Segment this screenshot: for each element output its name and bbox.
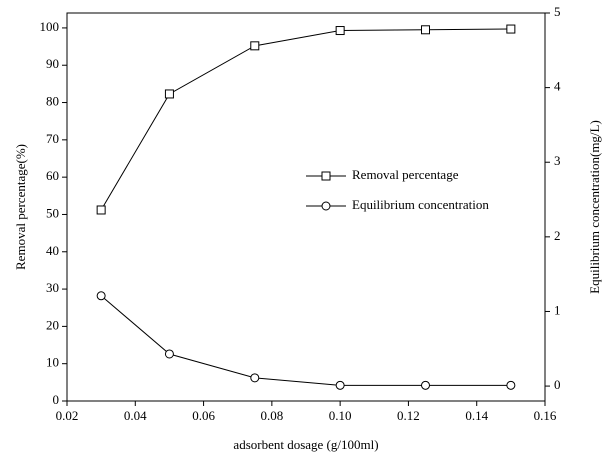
y-tick-label: 0: [53, 392, 60, 407]
x-tick-label: 0.16: [534, 408, 557, 423]
x-tick-label: 0.12: [397, 408, 420, 423]
y2-axis-label: Equilibrium concentration(mg/L): [587, 120, 602, 294]
data-point: [421, 25, 430, 35]
y-tick-label: 10: [46, 355, 59, 370]
y-tick-label: 50: [46, 205, 59, 220]
y-tick-label: 60: [46, 168, 59, 183]
y-tick-label: 80: [46, 94, 59, 109]
data-point: [506, 24, 516, 34]
y-tick-label: 90: [46, 56, 59, 71]
series-line: [100, 28, 511, 211]
x-tick-label: 0.10: [329, 408, 352, 423]
data-point: [335, 26, 345, 36]
y-tick-label: 100: [40, 19, 60, 34]
data-point: [250, 373, 260, 383]
data-point: [164, 349, 174, 359]
x-tick-label: 0.08: [260, 408, 283, 423]
legend-marker: [321, 171, 331, 181]
y2-tick-label: 3: [554, 153, 561, 168]
data-point: [96, 291, 106, 301]
y-tick-label: 40: [46, 243, 59, 258]
y-tick-label: 70: [46, 131, 59, 146]
legend-marker: [321, 201, 331, 211]
legend-label: Equilibrium concentration: [352, 197, 489, 212]
legend-label: Removal percentage: [352, 167, 459, 182]
y2-tick-label: 1: [554, 302, 561, 317]
x-tick-label: 0.02: [56, 408, 79, 423]
y-tick-label: 30: [46, 280, 59, 295]
x-tick-label: 0.06: [192, 408, 215, 423]
data-point: [96, 205, 106, 215]
y-tick-label: 20: [46, 317, 59, 332]
y2-tick-label: 5: [554, 4, 561, 19]
data-point: [335, 380, 345, 390]
x-tick-label: 0.04: [124, 408, 147, 423]
data-point: [506, 380, 516, 390]
data-point: [421, 380, 430, 390]
y2-tick-label: 2: [554, 228, 561, 243]
x-tick-label: 0.14: [465, 408, 488, 423]
y2-tick-label: 0: [554, 377, 561, 392]
x-axis-label: adsorbent dosage (g/100ml): [233, 437, 378, 452]
data-point: [250, 41, 260, 51]
series-line: [100, 295, 511, 386]
y2-tick-label: 4: [554, 79, 561, 94]
y-axis-label: Removal percentage(%): [13, 144, 28, 270]
data-point: [164, 89, 174, 99]
plot-frame: [66, 12, 546, 402]
